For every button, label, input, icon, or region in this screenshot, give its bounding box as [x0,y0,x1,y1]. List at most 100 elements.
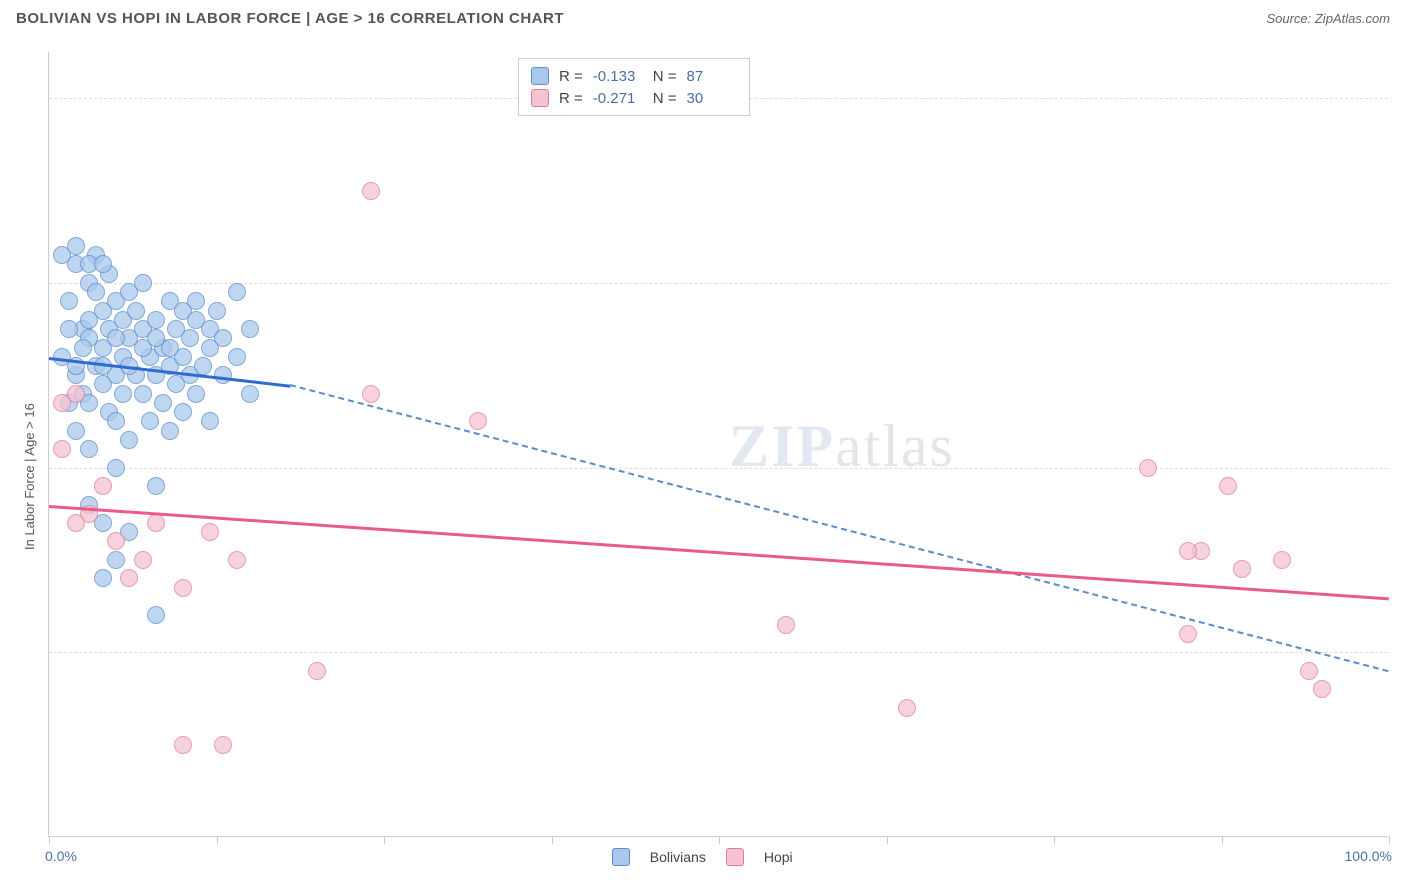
data-point [228,348,246,366]
correlation-stats-legend: R =-0.133N =87R =-0.271N =30 [518,58,750,116]
data-point [308,662,326,680]
data-point [87,283,105,301]
legend-swatch [531,67,549,85]
data-point [60,320,78,338]
data-point [67,237,85,255]
data-point [241,320,259,338]
data-point [53,394,71,412]
data-point [1233,560,1251,578]
data-point [147,606,165,624]
data-point [214,366,232,384]
x-tick [217,836,218,844]
legend-stat-row: R =-0.133N =87 [531,65,737,87]
data-point [181,329,199,347]
data-point [174,736,192,754]
legend-label: Bolivians [650,849,706,865]
legend-stat-row: R =-0.271N =30 [531,87,737,109]
data-point [777,616,795,634]
chart-title: BOLIVIAN VS HOPI IN LABOR FORCE | AGE > … [16,10,564,27]
x-axis-end-label: 100.0% [1345,848,1392,864]
data-point [94,255,112,273]
data-point [107,329,125,347]
legend-swatch [726,848,744,866]
data-point [174,579,192,597]
data-point [161,339,179,357]
data-point [107,532,125,550]
data-point [94,569,112,587]
x-tick [552,836,553,844]
data-point [1179,542,1197,560]
legend-swatch [612,848,630,866]
data-point [187,385,205,403]
data-point [1179,625,1197,643]
data-point [80,440,98,458]
data-point [241,385,259,403]
data-point [147,477,165,495]
gridline [49,283,1388,284]
watermark: ZIPatlas [729,412,955,481]
gridline [49,468,1388,469]
x-axis-start-label: 0.0% [45,848,77,864]
data-point [1300,662,1318,680]
data-point [60,292,78,310]
data-point [214,329,232,347]
data-point [201,412,219,430]
data-point [107,412,125,430]
data-point [469,412,487,430]
data-point [74,339,92,357]
data-point [174,403,192,421]
legend-label: Hopi [764,849,793,865]
y-tick-label: 60.0% [1398,460,1406,476]
data-point [208,302,226,320]
x-tick [887,836,888,844]
data-point [1273,551,1291,569]
data-point [362,182,380,200]
data-point [114,385,132,403]
data-point [898,699,916,717]
correlation-scatter-chart: ZIPatlas 40.0%60.0%80.0%100.0%0.0%100.0%… [48,52,1388,837]
data-point [187,292,205,310]
data-point [1219,477,1237,495]
series-legend: Bolivians Hopi [612,848,793,866]
gridline [49,652,1388,653]
data-point [362,385,380,403]
data-point [134,274,152,292]
x-tick [1222,836,1223,844]
trend-line-extrapolated [290,385,1389,673]
data-point [228,551,246,569]
data-point [147,311,165,329]
data-point [201,523,219,541]
data-point [1139,459,1157,477]
y-axis-title: In Labor Force | Age > 16 [22,403,37,550]
x-tick [719,836,720,844]
data-point [154,394,172,412]
data-point [107,459,125,477]
y-tick-label: 80.0% [1398,275,1406,291]
x-tick [1054,836,1055,844]
data-point [107,551,125,569]
data-point [120,431,138,449]
data-point [134,551,152,569]
data-point [228,283,246,301]
source-label: Source: ZipAtlas.com [1266,11,1390,26]
y-tick-label: 100.0% [1398,90,1406,106]
data-point [141,412,159,430]
data-point [1313,680,1331,698]
data-point [80,311,98,329]
x-tick [1389,836,1390,844]
data-point [147,514,165,532]
data-point [127,302,145,320]
data-point [134,385,152,403]
data-point [53,440,71,458]
data-point [94,477,112,495]
data-point [120,569,138,587]
legend-swatch [531,89,549,107]
data-point [67,514,85,532]
data-point [161,422,179,440]
x-tick [49,836,50,844]
data-point [67,422,85,440]
x-tick [384,836,385,844]
data-point [214,736,232,754]
data-point [194,357,212,375]
y-tick-label: 40.0% [1398,644,1406,660]
